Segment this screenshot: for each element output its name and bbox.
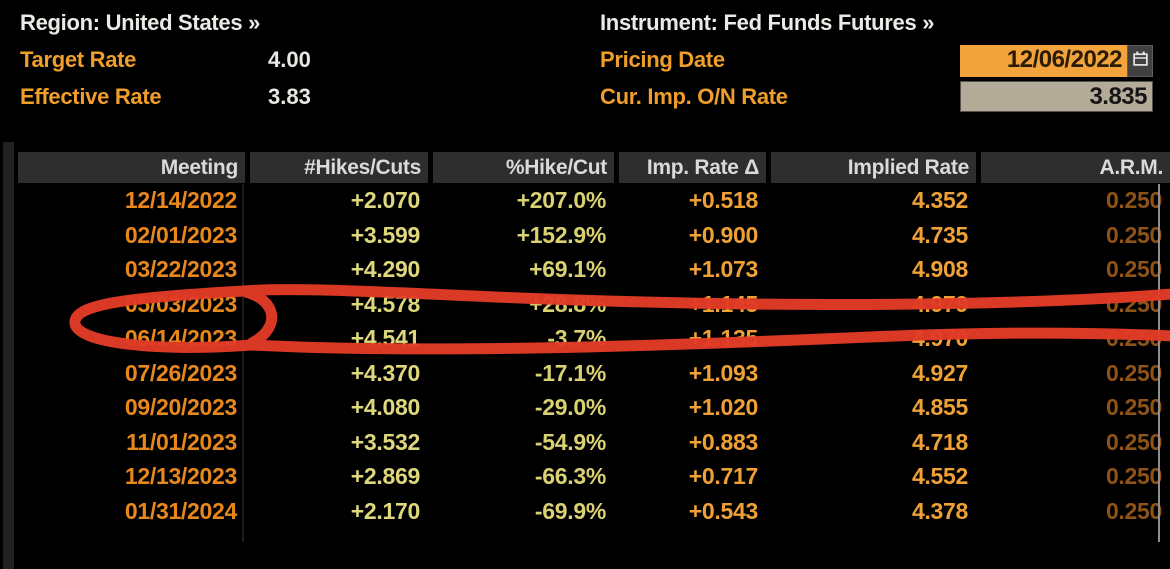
- table-cell: 0.250: [1105, 428, 1162, 455]
- table-row[interactable]: 01/31/2024 +2.170 -69.9% +0.543 4.378 0.250: [18, 494, 1170, 529]
- table-cell: +3.532: [350, 428, 421, 455]
- pricing-date-label: Pricing Date: [600, 47, 725, 72]
- table-cell: 4.927: [911, 359, 968, 386]
- table-cell: 12/14/2022: [124, 187, 237, 213]
- table-cell: 12/13/2023: [124, 463, 237, 489]
- table-cell: 4.855: [911, 394, 968, 420]
- left-scrollbar-strip[interactable]: [3, 142, 14, 569]
- effective-rate-value: 3.83: [268, 84, 311, 109]
- table-cell: 4.908: [911, 256, 968, 282]
- column-header-meeting[interactable]: Meeting: [160, 156, 239, 179]
- table-cell: 0.250: [1105, 325, 1162, 351]
- table-cell: 01/31/2024: [124, 497, 237, 524]
- table-cell: -29.0%: [534, 394, 606, 420]
- table-cell: 4.970: [911, 325, 968, 351]
- target-rate-label: Target Rate: [20, 47, 137, 72]
- table-row[interactable]: 05/03/2023 +4.578 +28.8% +1.145 4.979 0.250: [18, 287, 1170, 322]
- table-header-row: Meeting #Hikes/Cuts %Hike/Cut Imp. Rate Δ Im…: [18, 152, 1170, 183]
- calendar-button[interactable]: [1127, 45, 1153, 77]
- table-cell: 0.250: [1105, 256, 1162, 282]
- table-cell: 02/01/2023: [124, 221, 237, 248]
- column-header-implied-rate[interactable]: Implied Rate: [766, 152, 976, 183]
- table-cell: 05/03/2023: [124, 290, 237, 317]
- table-cell: +4.080: [350, 394, 421, 420]
- table-cell: +1.020: [688, 394, 759, 420]
- effective-rate-label: Effective Rate: [20, 84, 162, 109]
- table-cell: +0.900: [688, 221, 759, 248]
- table-cell: 0.250: [1105, 463, 1162, 489]
- table-row[interactable]: 12/14/2022 +2.070 +207.0% +0.518 4.352 0.250: [18, 183, 1170, 218]
- table-cell: +0.543: [688, 497, 759, 524]
- cur-imp-on-rate-label: Cur. Imp. O/N Rate: [600, 84, 788, 109]
- table-row[interactable]: 07/26/2023 +4.370 -17.1% +1.093 4.927 0.250: [18, 356, 1170, 391]
- table-cell: +4.370: [350, 359, 421, 386]
- meetings-table: Meeting #Hikes/Cuts %Hike/Cut Imp. Rate Δ Im…: [18, 152, 1170, 528]
- table-cell: +4.578: [350, 290, 421, 317]
- table-row[interactable]: 02/01/2023 +3.599 +152.9% +0.900 4.735 0.250: [18, 218, 1170, 253]
- table-row[interactable]: 06/14/2023 +4.541 -3.7% +1.135 4.970 0.250: [18, 321, 1170, 356]
- table-cell: 4.979: [911, 290, 968, 317]
- table-cell: 0.250: [1105, 221, 1162, 248]
- cur-imp-on-rate-field[interactable]: 3.835: [960, 81, 1153, 112]
- target-rate-value: 4.00: [268, 47, 311, 72]
- table-cell: +1.135: [688, 325, 759, 351]
- table-cell: 0.250: [1105, 290, 1162, 317]
- table-row[interactable]: 03/22/2023 +4.290 +69.1% +1.073 4.908 0.250: [18, 252, 1170, 287]
- column-header-hike-cut[interactable]: %Hike/Cut: [428, 152, 614, 183]
- table-cell: 03/22/2023: [124, 256, 237, 282]
- table-cell: 4.718: [911, 428, 968, 455]
- table-cell: 0.250: [1105, 359, 1162, 386]
- table-cell: +28.8%: [529, 290, 606, 317]
- table-row[interactable]: 09/20/2023 +4.080 -29.0% +1.020 4.855 0.250: [18, 390, 1170, 425]
- table-cell: +1.093: [688, 359, 759, 386]
- table-cell: 4.735: [911, 221, 968, 248]
- column-header-hikes-cuts[interactable]: #Hikes/Cuts: [245, 152, 428, 183]
- table-cell: 06/14/2023: [124, 325, 237, 351]
- table-cell: +4.290: [350, 256, 421, 282]
- region-selector[interactable]: Region: United States »: [20, 10, 261, 35]
- table-row[interactable]: 12/13/2023 +2.869 -66.3% +0.717 4.552 0.250: [18, 459, 1170, 494]
- table-cell: +0.883: [688, 428, 759, 455]
- column-header-a-r-m[interactable]: A.R.M.: [976, 152, 1170, 183]
- table-cell: +1.145: [688, 290, 759, 317]
- table-cell: +2.869: [350, 463, 421, 489]
- table-body: 12/14/2022 +2.070 +207.0% +0.518 4.352 0.250 0…: [18, 183, 1170, 528]
- table-cell: 0.250: [1105, 187, 1162, 213]
- table-cell: 4.378: [911, 497, 968, 524]
- pricing-date-input[interactable]: 12/06/2022: [960, 45, 1127, 77]
- table-row[interactable]: 11/01/2023 +3.532 -54.9% +0.883 4.718 0.250: [18, 425, 1170, 460]
- table-cell: +2.070: [350, 187, 421, 213]
- table-cell: -66.3%: [534, 463, 606, 489]
- table-cell: -54.9%: [534, 428, 606, 455]
- table-cell: +3.599: [350, 221, 421, 248]
- table-cell: -17.1%: [534, 359, 606, 386]
- table-cell: +69.1%: [529, 256, 606, 282]
- calendar-icon: [1132, 50, 1149, 72]
- table-cell: 09/20/2023: [124, 394, 237, 420]
- right-table-border: [1158, 184, 1160, 542]
- table-cell: -69.9%: [534, 497, 606, 524]
- table-cell: 0.250: [1105, 497, 1162, 524]
- table-cell: +0.518: [688, 187, 759, 213]
- table-cell: +207.0%: [516, 187, 607, 213]
- table-cell: +1.073: [688, 256, 759, 282]
- table-cell: 07/26/2023: [124, 359, 237, 386]
- table-cell: 11/01/2023: [126, 428, 237, 455]
- table-cell: +2.170: [350, 497, 421, 524]
- instrument-selector[interactable]: Instrument: Fed Funds Futures »: [600, 10, 935, 35]
- table-cell: +152.9%: [516, 221, 607, 248]
- table-cell: +4.541: [350, 325, 421, 351]
- table-cell: 0.250: [1105, 394, 1162, 420]
- column-header-imp-rate[interactable]: Imp. Rate Δ: [614, 152, 766, 183]
- table-cell: 4.352: [911, 187, 968, 213]
- meeting-column-divider: [242, 184, 244, 542]
- table-cell: +0.717: [688, 463, 759, 489]
- table-cell: 4.552: [911, 463, 968, 489]
- table-cell: -3.7%: [547, 325, 606, 351]
